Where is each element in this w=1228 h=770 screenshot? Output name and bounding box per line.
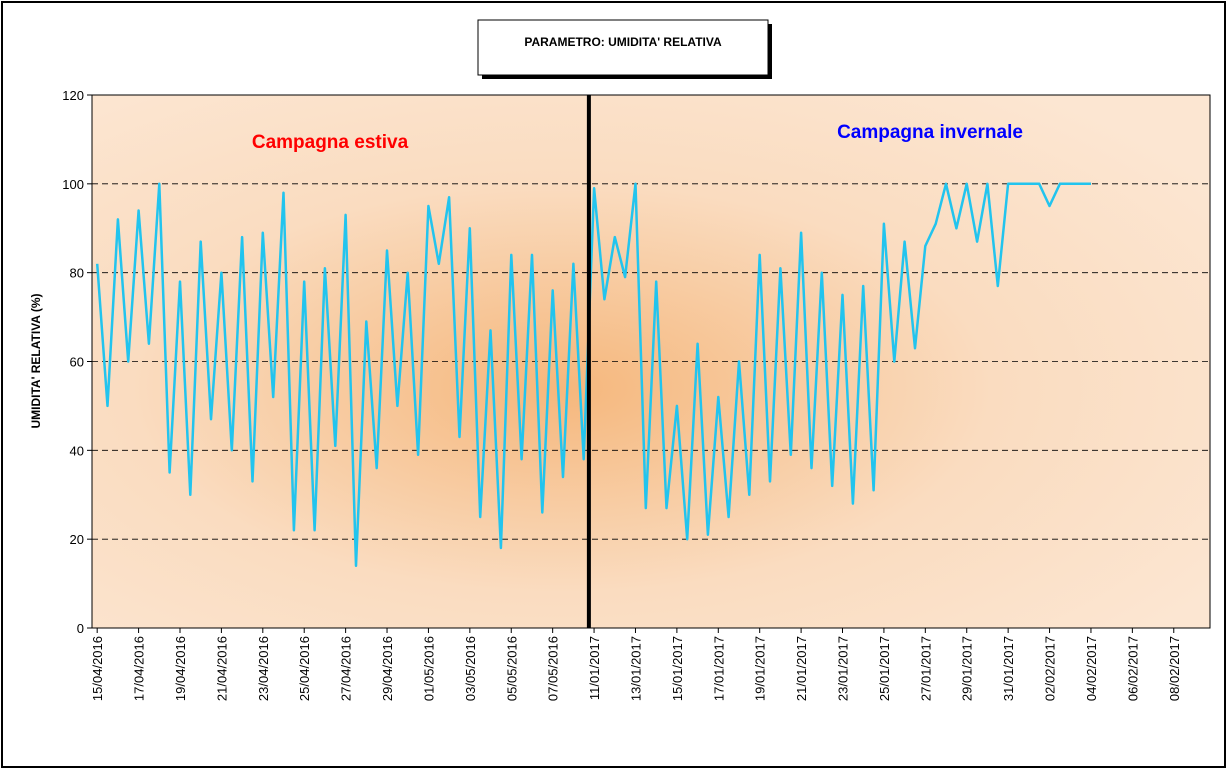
x-tick-label: 06/02/2017 xyxy=(1125,636,1140,701)
annotation: Campagna estiva xyxy=(252,132,409,153)
chart-title: PARAMETRO: UMIDITA' RELATIVA xyxy=(524,35,722,49)
x-tick-label: 29/01/2017 xyxy=(960,636,975,701)
x-tick-label: 11/01/2017 xyxy=(587,636,602,700)
x-tick-label: 01/05/2016 xyxy=(421,636,436,701)
x-tick-label: 31/01/2017 xyxy=(1001,636,1016,701)
x-tick-label: 21/01/2017 xyxy=(794,636,809,701)
x-tick-label: 08/02/2017 xyxy=(1167,636,1182,701)
x-tick-label: 05/05/2016 xyxy=(504,636,519,701)
x-tick-label: 27/01/2017 xyxy=(918,636,933,701)
x-tick-label: 19/01/2017 xyxy=(753,636,768,701)
x-tick-label: 25/01/2017 xyxy=(877,636,892,701)
y-tick-label: 20 xyxy=(70,532,84,547)
x-tick-label: 15/01/2017 xyxy=(670,636,685,701)
x-tick-label: 04/02/2017 xyxy=(1084,636,1099,701)
y-tick-label: 0 xyxy=(77,621,84,636)
y-tick-label: 120 xyxy=(62,88,84,103)
x-tick-label: 21/04/2016 xyxy=(214,636,229,701)
annotation: Campagna invernale xyxy=(837,122,1023,143)
x-tick-label: 27/04/2016 xyxy=(339,636,354,701)
title-box xyxy=(477,19,769,76)
y-axis-label: UMIDITA' RELATIVA (%) xyxy=(29,293,43,428)
y-tick-label: 40 xyxy=(70,443,84,458)
x-tick-label: 13/01/2017 xyxy=(628,636,643,701)
x-tick-label: 03/05/2016 xyxy=(463,636,478,701)
x-tick-label: 17/04/2016 xyxy=(132,636,147,701)
x-tick-label: 17/01/2017 xyxy=(711,636,726,701)
x-tick-label: 02/02/2017 xyxy=(1043,636,1058,701)
y-tick-label: 80 xyxy=(70,266,84,281)
y-tick-label: 100 xyxy=(62,177,84,192)
x-tick-label: 29/04/2016 xyxy=(380,636,395,701)
x-tick-label: 15/04/2016 xyxy=(90,636,105,701)
x-tick-label: 25/04/2016 xyxy=(297,636,312,701)
x-tick-label: 19/04/2016 xyxy=(173,636,188,701)
x-tick-label: 23/01/2017 xyxy=(836,636,851,701)
x-tick-label: 23/04/2016 xyxy=(256,636,271,701)
y-tick-label: 60 xyxy=(70,355,84,370)
line-series xyxy=(95,182,1091,568)
x-tick-label: 07/05/2016 xyxy=(546,636,561,701)
